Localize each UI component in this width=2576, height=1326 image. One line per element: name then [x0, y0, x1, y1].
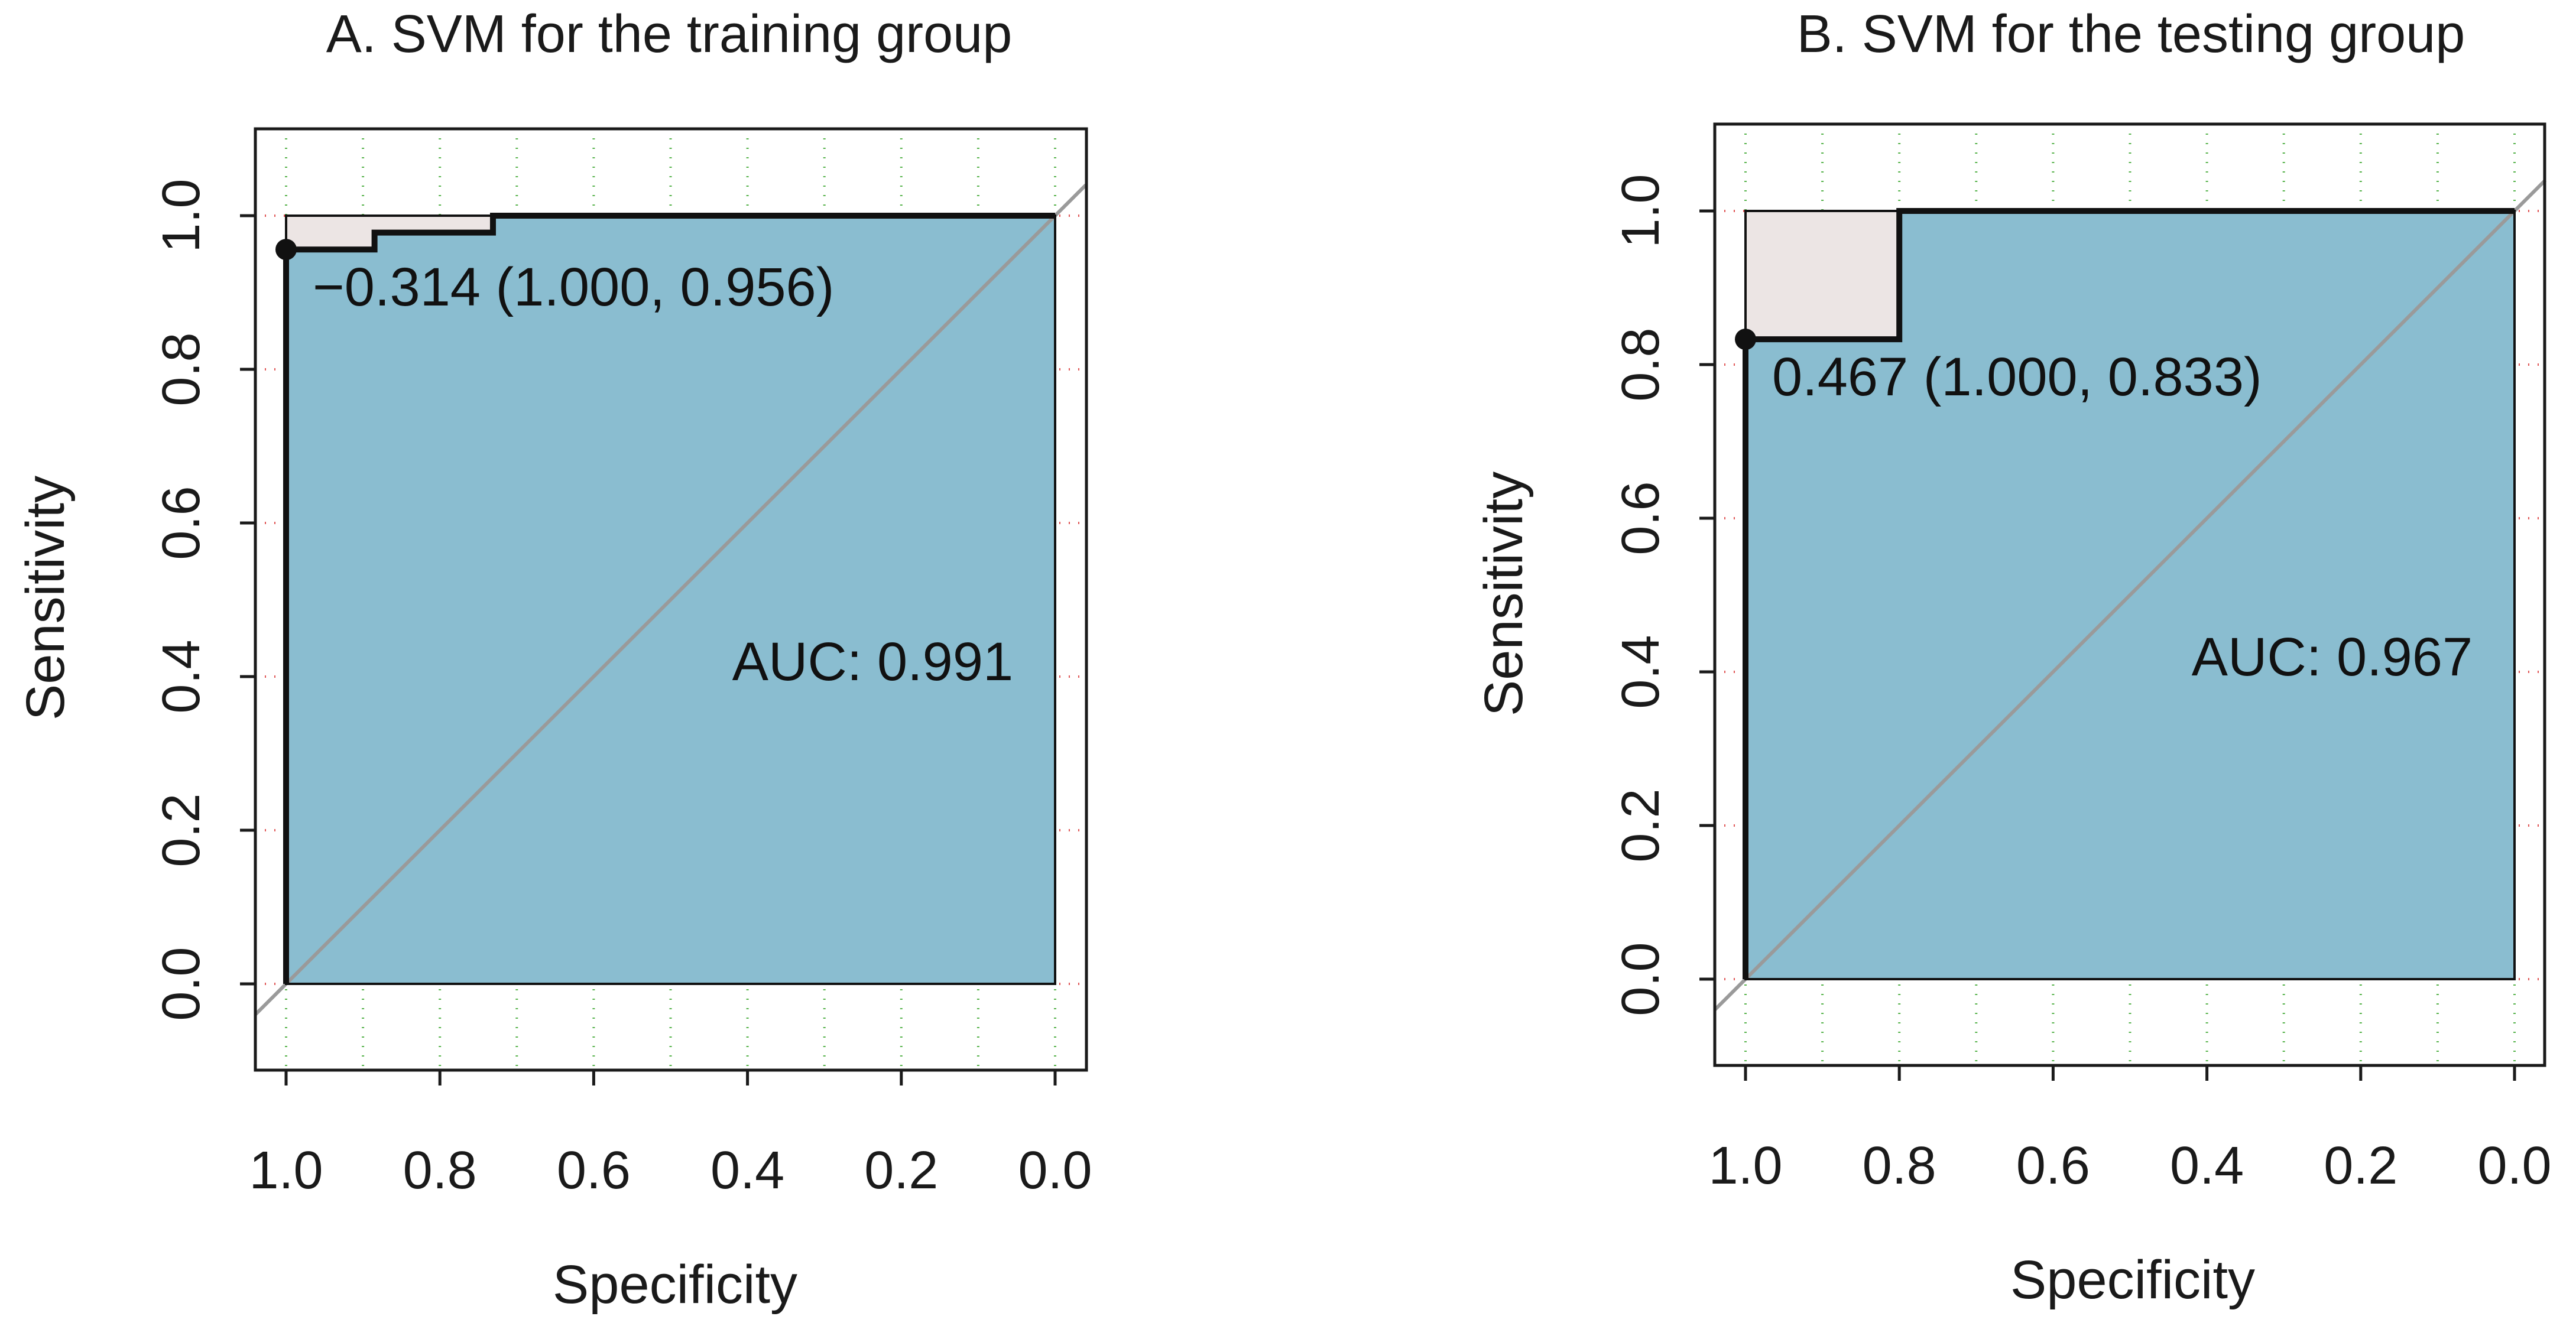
x-tick-label: 0.4 [2170, 1136, 2244, 1195]
y-axis-label: Sensitivity [1474, 472, 1534, 716]
panel-title: B. SVM for the testing group [1797, 5, 2465, 64]
y-tick-label: 0.8 [152, 332, 211, 406]
diagonal-reference-line [254, 183, 1088, 1016]
plot-frame [1713, 122, 2546, 1067]
panel-training: A. SVM for the training group −0.314 (1.… [15, 5, 1092, 1315]
y-tick-label: 0.6 [1611, 481, 1670, 555]
auc-label: AUC: 0.991 [732, 632, 1014, 692]
x-tick-label: 0.6 [2016, 1136, 2090, 1195]
partial-area-fill [1746, 211, 2515, 979]
x-tick-label: 0.2 [2324, 1136, 2397, 1195]
x-tick-label: 1.0 [249, 1141, 323, 1200]
y-tick-label: 0.2 [152, 793, 211, 867]
y-tick-label: 1.0 [1611, 174, 1670, 248]
y-tick-label: 0.6 [152, 486, 211, 560]
x-tick-label: 1.0 [1708, 1136, 1782, 1195]
y-tick-label: 1.0 [152, 178, 211, 252]
threshold-label: −0.314 (1.000, 0.956) [313, 257, 834, 317]
x-tick-label: 0.2 [864, 1141, 938, 1200]
diagonal-reference-line [1713, 178, 2547, 1012]
y-tick-label: 0.2 [1611, 788, 1670, 862]
y-tick-label: 0.4 [1611, 635, 1670, 708]
y-axis-label: Sensitivity [15, 476, 76, 720]
y-tick-label: 0.0 [152, 947, 211, 1020]
panel-testing: B. SVM for the testing group 0.467 (1.00… [1474, 5, 2552, 1310]
x-tick-label: 0.8 [1863, 1136, 1936, 1195]
roc-curve [1743, 208, 2515, 979]
y-tick-label: 0.4 [152, 639, 211, 713]
x-axis-label: Specificity [2010, 1250, 2255, 1310]
plot-frame [254, 127, 1088, 1072]
y-tick-label: 0.0 [1611, 942, 1670, 1016]
best-threshold-point [1735, 329, 1756, 350]
x-tick-label: 0.0 [1018, 1141, 1092, 1200]
x-tick-label: 0.4 [710, 1141, 784, 1200]
plot-area: 0.467 (1.000, 0.833) AUC: 0.967 1.0 0.8 0.6 0… [1611, 122, 2552, 1195]
plot-area: −0.314 (1.000, 0.956) AUC: 0.991 1.0 0.8 0.6… [152, 127, 1092, 1200]
x-tick-label: 0.6 [557, 1141, 631, 1200]
panel-title: A. SVM for the training group [326, 5, 1013, 64]
y-tick-label: 0.8 [1611, 327, 1670, 401]
threshold-label: 0.467 (1.000, 0.833) [1772, 347, 2262, 407]
x-tick-label: 0.0 [2477, 1136, 2551, 1195]
auc-label: AUC: 0.967 [2192, 627, 2473, 687]
x-tick-label: 0.8 [403, 1141, 477, 1200]
best-threshold-point [275, 239, 297, 261]
x-axis-label: Specificity [553, 1254, 797, 1315]
